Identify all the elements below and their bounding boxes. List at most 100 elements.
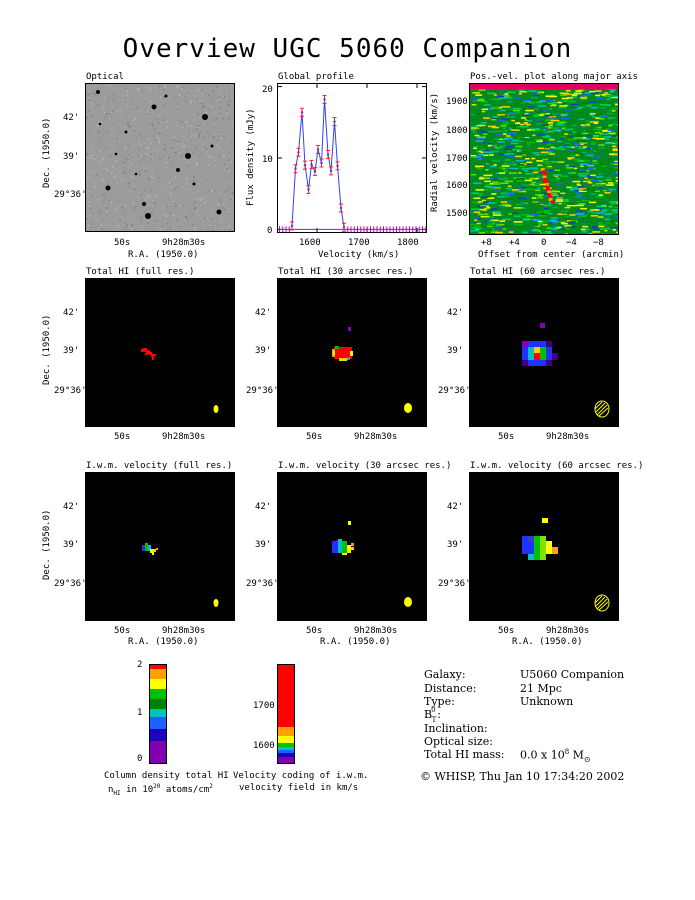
vel-tick: 1700	[348, 238, 370, 248]
offset-axis-label: Offset from center (arcmin)	[478, 250, 625, 260]
profile-point	[313, 170, 317, 173]
info-label-bt: B0T:	[424, 706, 441, 724]
ra-tick: 50s	[114, 432, 131, 442]
radial-tick: 1700	[446, 154, 468, 164]
density-tick: 1	[137, 708, 143, 718]
info-label-inclination: Inclination:	[424, 722, 488, 735]
info-label-hi-mass: Total HI mass:	[424, 748, 505, 761]
dec-tick: 29°36'	[54, 579, 87, 589]
ra-tick: 50s	[306, 626, 323, 636]
galaxy-signal	[544, 183, 549, 186]
galaxy-signal	[547, 190, 552, 194]
panel-title-vel-full: I.w.m. velocity (full res.)	[86, 461, 233, 471]
info-label-galaxy: Galaxy:	[424, 668, 466, 681]
galaxy-signal	[542, 175, 547, 179]
dec-tick: 29°36'	[54, 190, 87, 200]
profile-point	[326, 153, 330, 156]
ra-tick: 9h28m30s	[354, 432, 398, 442]
dec-tick: 39'	[63, 152, 80, 162]
global-profile-chart	[277, 83, 427, 233]
optical-star-field	[86, 84, 234, 231]
velocity-60-map	[469, 472, 619, 621]
density-caption-units: nHI in 1020 atoms/cm2	[108, 783, 213, 797]
galaxy-signal	[548, 198, 553, 201]
velocity-colorbar	[277, 664, 295, 764]
ra-tick: 50s	[498, 626, 515, 636]
velocity-tick: 1600	[253, 741, 275, 751]
panel-title-vel-30: I.w.m. velocity (30 arcsec res.)	[278, 461, 452, 471]
flux-tick: 20	[262, 85, 273, 95]
star	[176, 168, 180, 172]
dec-tick: 42'	[63, 308, 80, 318]
panel-title-vel-60: I.w.m. velocity (60 arcsec res.)	[470, 461, 644, 471]
star	[192, 182, 196, 186]
radial-tick: 1900	[446, 97, 468, 107]
galaxy-signal	[545, 185, 550, 189]
star	[210, 144, 214, 148]
ra-tick: 50s	[498, 432, 515, 442]
total-hi-30-map	[277, 278, 427, 427]
ra-axis-label: R.A. (1950.0)	[128, 250, 199, 260]
velocity-axis-label: Velocity (km/s)	[318, 250, 400, 260]
profile-point	[294, 167, 297, 170]
footer-credit: © WHISP, Thu Jan 10 17:34:20 2002	[420, 770, 625, 783]
dec-axis-label: Dec. (1950.0)	[42, 509, 52, 580]
offset-tick: −4	[566, 238, 577, 248]
radial-tick: 1500	[446, 209, 468, 219]
dec-tick: 42'	[63, 502, 80, 512]
density-colorbar	[149, 664, 167, 764]
dec-axis-label: Dec. (1950.0)	[42, 314, 52, 385]
beam-ellipse	[594, 594, 610, 612]
panel-title-total-30: Total HI (30 arcsec res.)	[278, 267, 414, 277]
optical-image	[85, 83, 235, 232]
density-caption: Column density total HI	[104, 771, 229, 781]
panel-title-global-profile: Global profile	[278, 72, 354, 82]
panel-title-optical: Optical	[86, 72, 124, 82]
profile-point	[310, 163, 313, 166]
ra-tick: 9h28m30s	[162, 626, 206, 636]
offset-tick: 0	[541, 238, 547, 248]
star	[164, 94, 168, 98]
ra-tick: 9h28m30s	[546, 626, 590, 636]
velocity-caption: Velocity coding of i.w.m.	[233, 771, 369, 781]
beam-ellipse	[213, 405, 219, 413]
profile-point	[297, 151, 300, 154]
profile-point	[333, 120, 336, 123]
star	[145, 213, 151, 219]
profile-point	[342, 226, 346, 229]
galaxy-signal	[541, 170, 546, 174]
vel-tick: 1600	[299, 238, 321, 248]
radial-tick: 1600	[446, 181, 468, 191]
info-value-type: Unknown	[520, 695, 574, 708]
panel-title-posvel: Pos.-vel. plot along major axis	[470, 72, 638, 82]
dec-tick: 29°36'	[246, 579, 279, 589]
dec-tick: 29°36'	[438, 579, 471, 589]
flux-axis-label: Flux density (mJy)	[246, 108, 256, 206]
dec-tick: 42'	[63, 113, 80, 123]
ra-tick: 50s	[114, 626, 131, 636]
info-label-distance: Distance:	[424, 682, 477, 695]
info-label-optical-size: Optical size:	[424, 735, 493, 748]
star	[96, 90, 100, 94]
ra-tick: 9h28m30s	[546, 432, 590, 442]
profile-point	[290, 224, 294, 228]
galaxy-signal	[546, 188, 551, 191]
radial-tick: 1800	[446, 126, 468, 136]
velocity-30-map	[277, 472, 427, 621]
hi-emission-blob	[141, 348, 156, 360]
galaxy-signal	[547, 193, 552, 196]
dec-tick: 39'	[255, 346, 272, 356]
profile-point	[336, 164, 339, 168]
velocity-full-map	[85, 472, 235, 621]
dec-tick: 39'	[63, 540, 80, 550]
beam-ellipse	[404, 597, 412, 607]
ra-axis-label: R.A. (1950.0)	[512, 637, 583, 647]
dec-tick: 39'	[63, 346, 80, 356]
galaxy-signal	[548, 195, 553, 199]
vel-tick: 1800	[397, 238, 419, 248]
star	[114, 152, 118, 156]
profile-point	[303, 163, 307, 167]
beam-ellipse	[594, 400, 610, 418]
dec-tick: 39'	[447, 346, 464, 356]
profile-point	[339, 206, 343, 210]
